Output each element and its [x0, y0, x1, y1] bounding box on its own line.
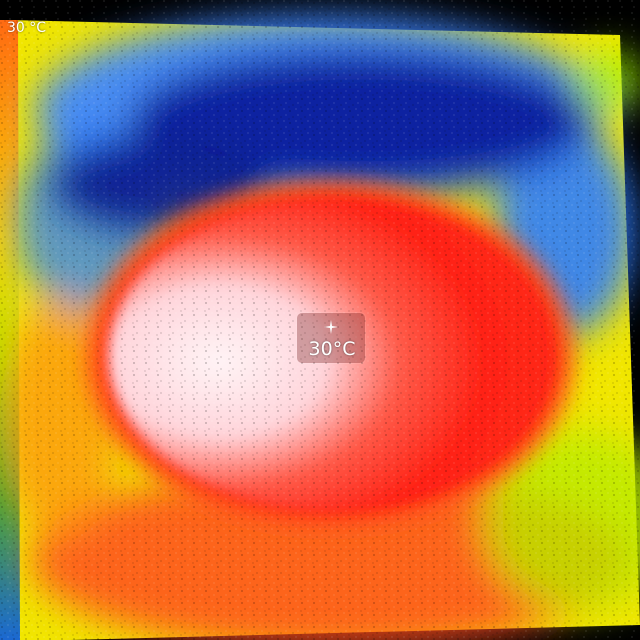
spot-temperature: 30°C: [308, 338, 356, 360]
scale-max-label: 30 °C: [7, 20, 47, 36]
crosshair-icon: [324, 320, 338, 334]
